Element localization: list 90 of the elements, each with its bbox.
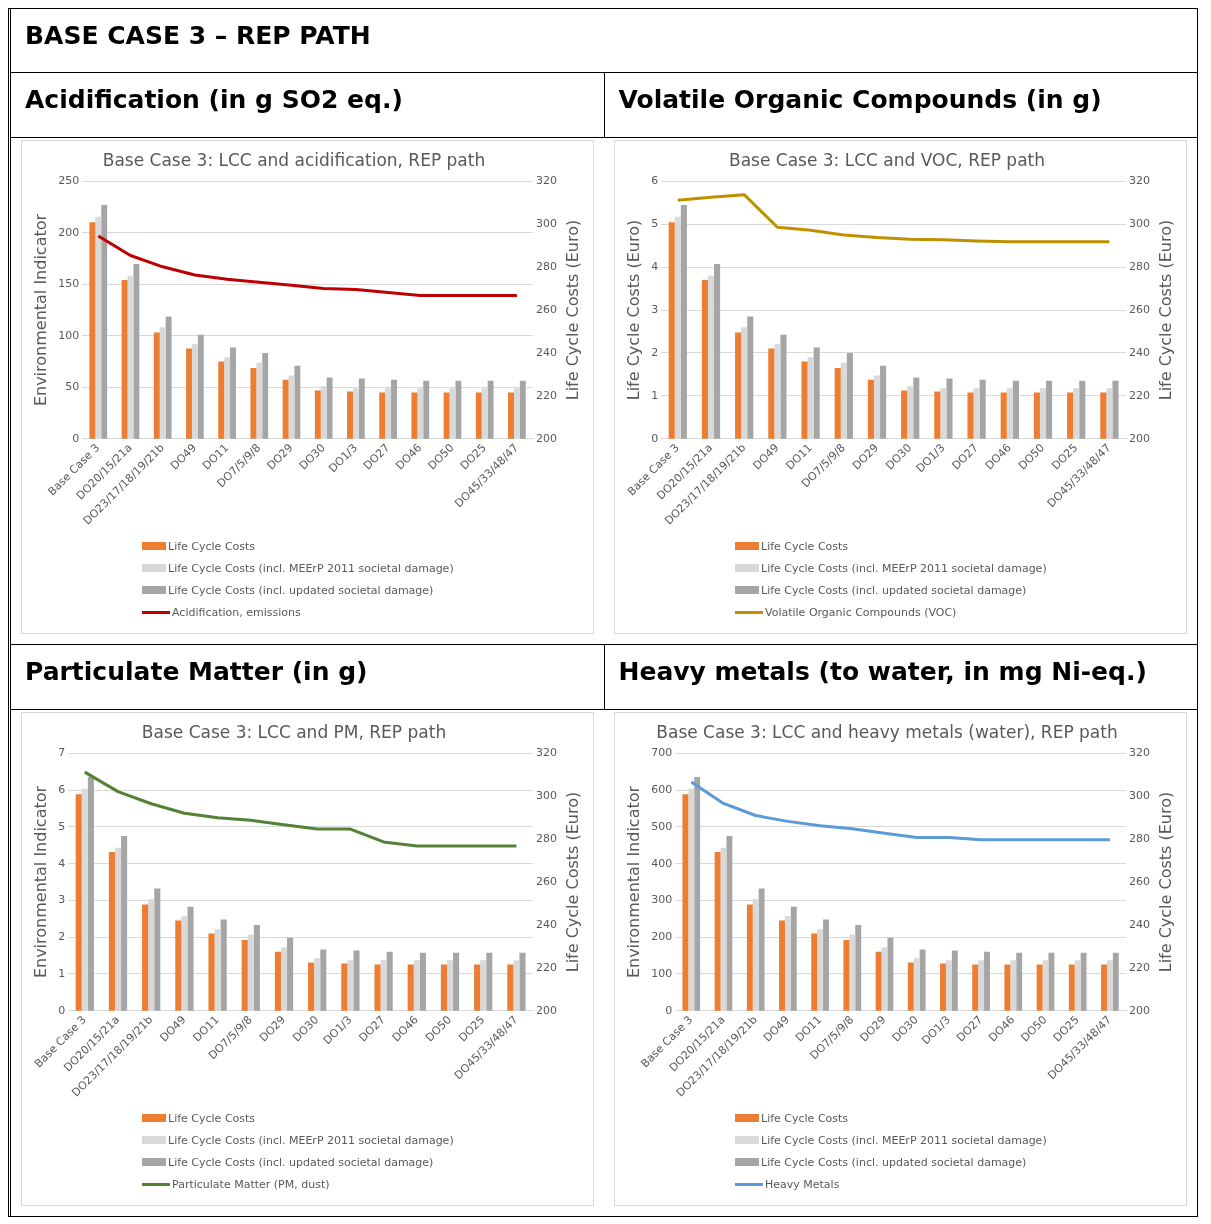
chart-title: Base Case 3: LCC and heavy metals (water), REP path bbox=[656, 721, 1118, 742]
chart-subtitle: Volatile Organic Compounds (in g) bbox=[617, 84, 1103, 116]
legend-label: Life Cycle Costs (incl. updated societal damage) bbox=[761, 583, 1027, 597]
y2-tick-label: 220 bbox=[1129, 388, 1150, 402]
y-tick-label: 600 bbox=[651, 783, 673, 797]
y2-tick-label: 300 bbox=[1129, 217, 1150, 231]
legend-label: Life Cycle Costs bbox=[168, 539, 256, 553]
y2-tick-label: 300 bbox=[536, 789, 557, 803]
y-tick-label: 1 bbox=[651, 388, 659, 402]
y-tick-label: 5 bbox=[651, 217, 659, 231]
y-tick-label: 200 bbox=[58, 225, 80, 239]
y-tick-label: 200 bbox=[651, 930, 673, 944]
y2-tick-label: 260 bbox=[1129, 874, 1150, 888]
legend-label: Heavy Metals bbox=[765, 1177, 840, 1191]
y2-tick-label: 220 bbox=[1129, 960, 1150, 974]
y2-tick-label: 260 bbox=[536, 874, 557, 888]
y2-tick-label: 200 bbox=[1129, 1003, 1150, 1017]
y-tick-label: 2 bbox=[58, 930, 66, 944]
y2-tick-label: 220 bbox=[536, 960, 557, 974]
y-tick-label: 6 bbox=[651, 174, 659, 188]
y-tick-label: 100 bbox=[58, 328, 80, 342]
y2-axis-title: Life Cycle Costs (Euro) bbox=[1156, 791, 1176, 973]
y-tick-label: 100 bbox=[651, 966, 673, 980]
y2-tick-label: 320 bbox=[1129, 746, 1150, 760]
y-tick-label: 5 bbox=[58, 819, 66, 833]
chart-subtitle: Particulate Matter (in g) bbox=[11, 645, 605, 709]
legend-label: Volatile Organic Compounds (VOC) bbox=[765, 605, 957, 619]
y-tick-label: 2 bbox=[651, 345, 659, 359]
chart-title: Base Case 3: LCC and acidification, REP path bbox=[102, 149, 486, 170]
legend-label: Life Cycle Costs (incl. updated societal damage) bbox=[761, 1155, 1027, 1169]
y2-tick-label: 320 bbox=[536, 174, 557, 188]
y2-tick-label: 200 bbox=[1129, 431, 1150, 445]
y2-tick-label: 240 bbox=[536, 917, 557, 931]
chart-subtitle: Heavy metals (to water, in mg Ni-eq.) bbox=[617, 656, 1148, 688]
y2-tick-label: 200 bbox=[536, 1003, 557, 1017]
y2-axis-title: Life Cycle Costs (Euro) bbox=[1156, 219, 1176, 401]
y2-tick-label: 200 bbox=[536, 431, 557, 445]
y2-tick-label: 320 bbox=[536, 746, 557, 760]
y-axis-title: Life Cycle Costs (Euro) bbox=[623, 219, 643, 401]
y-tick-label: 6 bbox=[58, 783, 66, 797]
legend-label: Life Cycle Costs bbox=[761, 1111, 849, 1125]
y-tick-label: 3 bbox=[58, 893, 66, 907]
legend-label: Life Cycle Costs (incl. updated societal damage) bbox=[168, 583, 434, 597]
legend-label: Life Cycle Costs (incl. updated societal damage) bbox=[168, 1155, 434, 1169]
legend-label: Life Cycle Costs (incl. MEErP 2011 societal damage) bbox=[168, 1133, 454, 1147]
legend-label: Life Cycle Costs bbox=[761, 539, 849, 553]
y2-tick-label: 320 bbox=[1129, 174, 1150, 188]
y2-axis-title: Life Cycle Costs (Euro) bbox=[563, 791, 583, 973]
y2-tick-label: 300 bbox=[1129, 789, 1150, 803]
y-tick-label: 400 bbox=[651, 856, 673, 870]
y2-tick-label: 260 bbox=[536, 302, 557, 316]
y2-tick-label: 300 bbox=[536, 217, 557, 231]
chart-title: Base Case 3: LCC and PM, REP path bbox=[141, 721, 447, 742]
y-tick-label: 0 bbox=[72, 431, 80, 445]
y2-axis-title: Life Cycle Costs (Euro) bbox=[563, 219, 583, 401]
y2-tick-label: 280 bbox=[1129, 260, 1150, 274]
y-tick-label: 4 bbox=[58, 856, 66, 870]
y-tick-label: 0 bbox=[58, 1003, 66, 1017]
chart-subtitle: Acidification (in g SO2 eq.) bbox=[11, 73, 605, 137]
legend-label: Acidification, emissions bbox=[172, 605, 301, 619]
y-tick-label: 150 bbox=[58, 277, 80, 291]
y-tick-label: 50 bbox=[65, 380, 80, 394]
y2-tick-label: 240 bbox=[1129, 917, 1150, 931]
y-tick-label: 250 bbox=[58, 174, 80, 188]
y-tick-label: 0 bbox=[651, 431, 659, 445]
y2-tick-label: 280 bbox=[536, 260, 557, 274]
y-tick-label: 500 bbox=[651, 819, 673, 833]
y-axis-title: Environmental Indicator bbox=[30, 785, 50, 979]
y2-tick-label: 240 bbox=[1129, 345, 1150, 359]
y-tick-label: 700 bbox=[651, 746, 673, 760]
y2-tick-label: 220 bbox=[536, 388, 557, 402]
y-tick-label: 7 bbox=[58, 746, 66, 760]
legend-label: Life Cycle Costs bbox=[168, 1111, 256, 1125]
y-tick-label: 300 bbox=[651, 893, 673, 907]
chart-title: Base Case 3: LCC and VOC, REP path bbox=[728, 149, 1046, 170]
text: BASE CASE 3 – REP PATH bbox=[11, 9, 1197, 73]
legend-label: Life Cycle Costs (incl. MEErP 2011 societal damage) bbox=[761, 561, 1047, 575]
legend-label: Particulate Matter (PM, dust) bbox=[172, 1177, 330, 1191]
y-tick-label: 3 bbox=[651, 302, 659, 316]
legend-label: Life Cycle Costs (incl. MEErP 2011 societal damage) bbox=[168, 561, 454, 575]
y-tick-label: 1 bbox=[58, 966, 66, 980]
y2-tick-label: 280 bbox=[536, 832, 557, 846]
y-tick-label: 0 bbox=[665, 1003, 673, 1017]
y2-tick-label: 260 bbox=[1129, 302, 1150, 316]
y-axis-title: Environmental Indicator bbox=[30, 213, 50, 407]
y2-tick-label: 280 bbox=[1129, 832, 1150, 846]
y2-tick-label: 240 bbox=[536, 345, 557, 359]
legend-label: Life Cycle Costs (incl. MEErP 2011 societal damage) bbox=[761, 1133, 1047, 1147]
y-axis-title: Environmental Indicator bbox=[623, 785, 643, 979]
y-tick-label: 4 bbox=[651, 260, 659, 274]
